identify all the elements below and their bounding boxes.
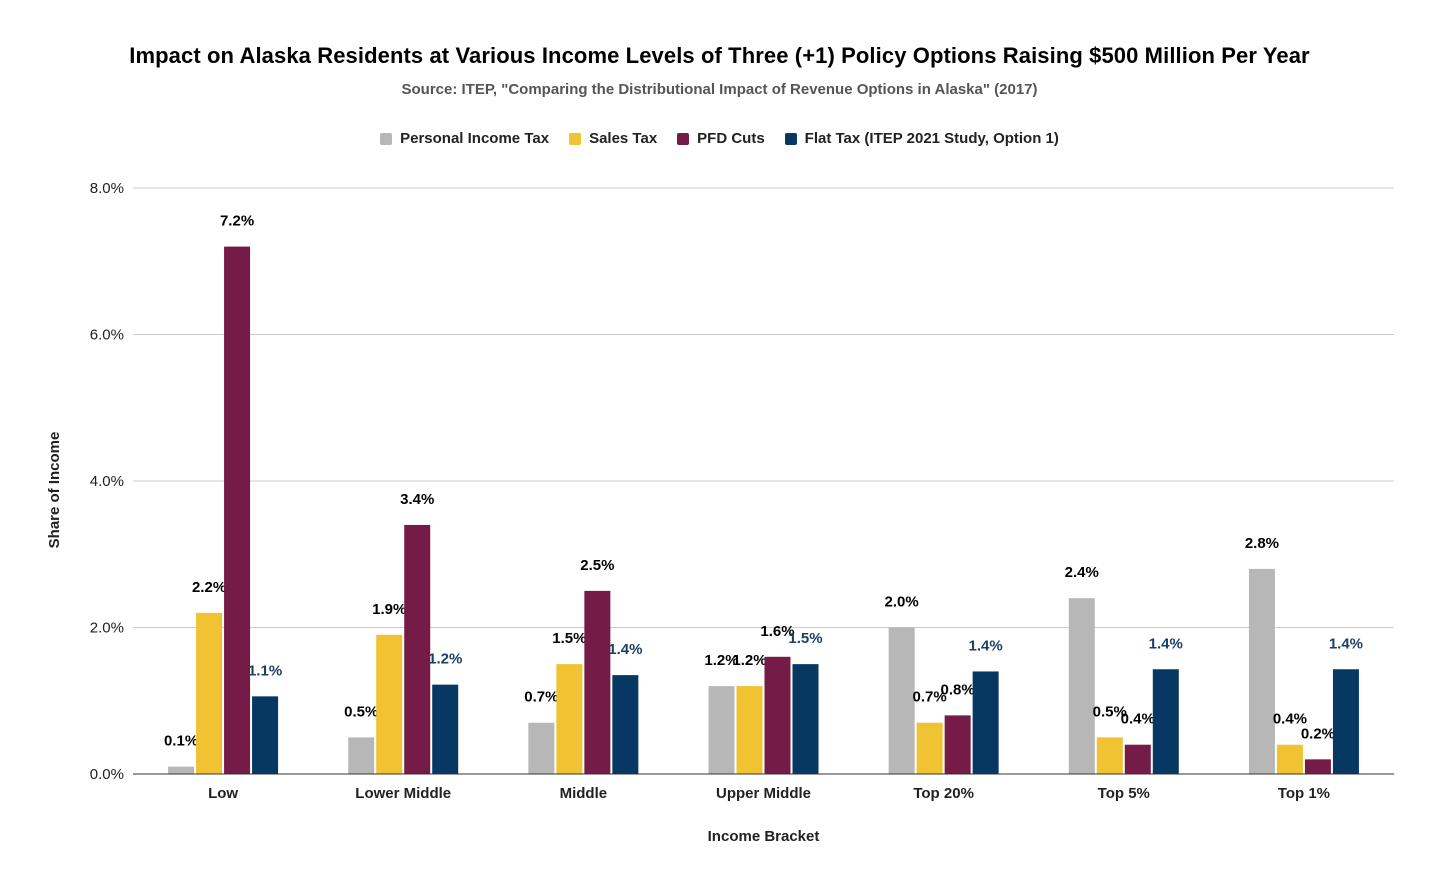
x-tick-label: Low [208, 785, 238, 802]
data-label: 1.9% [372, 601, 406, 618]
bar [1124, 744, 1151, 774]
data-label: 0.4% [1121, 711, 1155, 728]
y-tick-label: 6.0% [90, 327, 124, 344]
legend-label: Sales Tax [589, 130, 658, 147]
data-label: 1.1% [248, 662, 282, 679]
bar [736, 686, 763, 774]
bar [888, 627, 915, 774]
bar [708, 686, 735, 774]
x-tick-label: Lower Middle [355, 785, 451, 802]
bar [764, 656, 791, 774]
bar [196, 612, 223, 774]
bar [1068, 598, 1095, 774]
data-label: 0.8% [941, 681, 975, 698]
data-label: 1.5% [552, 630, 586, 647]
bar [1152, 669, 1179, 774]
bar [404, 524, 431, 774]
bar [584, 590, 611, 774]
x-tick-label: Middle [560, 785, 608, 802]
bar [432, 684, 459, 774]
data-label: 1.4% [608, 641, 642, 658]
data-label: 2.8% [1245, 535, 1279, 552]
data-label: 0.5% [1093, 703, 1127, 720]
bar [1304, 759, 1331, 774]
data-label: 1.2% [704, 652, 738, 669]
bar [612, 675, 639, 774]
y-tick-label: 2.0% [90, 620, 124, 637]
x-tick-label: Upper Middle [716, 785, 811, 802]
bar [224, 246, 251, 775]
x-tick-label: Top 1% [1278, 785, 1330, 802]
legend-swatch [380, 132, 393, 145]
data-label: 0.4% [1273, 711, 1307, 728]
legend-item-sales-tax: Sales Tax [569, 130, 657, 147]
data-label: 1.6% [760, 623, 794, 640]
data-label: 0.5% [344, 703, 378, 720]
legend-label: Flat Tax (ITEP 2021 Study, Option 1) [804, 130, 1059, 147]
bar [1248, 568, 1275, 774]
data-label: 3.4% [400, 491, 434, 508]
bar [556, 664, 583, 774]
data-label: 1.2% [732, 652, 766, 669]
bar [252, 696, 279, 774]
legend-swatch [784, 132, 797, 145]
x-tick-label: Top 20% [913, 785, 974, 802]
data-label: 1.5% [788, 630, 822, 647]
legend-label: Personal Income Tax [400, 130, 550, 147]
bar [1096, 737, 1123, 774]
data-label: 1.4% [1149, 635, 1183, 652]
legend-item-pfd-cuts: PFD Cuts [677, 130, 765, 147]
legend-swatch [677, 132, 690, 145]
bar [168, 766, 195, 774]
legend-label: PFD Cuts [697, 130, 765, 147]
x-axis-title: Income Bracket [708, 828, 820, 845]
legend-item-flat-tax: Flat Tax (ITEP 2021 Study, Option 1) [784, 130, 1059, 147]
x-tick-label: Top 5% [1098, 785, 1150, 802]
y-tick-label: 0.0% [90, 766, 124, 783]
y-tick-label: 4.0% [90, 473, 124, 490]
data-label: 1.4% [969, 637, 1003, 654]
y-tick-label: 8.0% [90, 180, 124, 197]
data-label: 0.7% [524, 689, 558, 706]
bar [528, 722, 555, 774]
bar [1332, 669, 1359, 774]
legend-item-personal-income-tax: Personal Income Tax [380, 130, 549, 147]
chart-title: Impact on Alaska Residents at Various In… [129, 43, 1310, 68]
legend: Personal Income Tax Sales Tax PFD Cuts F… [0, 130, 1439, 147]
data-label: 1.4% [1329, 635, 1363, 652]
bar [792, 664, 819, 774]
data-label: 0.7% [913, 689, 947, 706]
data-label: 7.2% [220, 213, 254, 230]
data-label: 0.2% [1301, 725, 1335, 742]
y-axis-title: Share of Income [46, 432, 63, 549]
bar [944, 715, 971, 774]
bar [1276, 744, 1303, 774]
data-label: 2.4% [1065, 564, 1099, 581]
bar [376, 634, 403, 774]
data-label: 1.2% [428, 651, 462, 668]
bar [348, 737, 375, 774]
data-label: 0.1% [164, 733, 198, 750]
data-label: 2.0% [885, 594, 919, 611]
data-label: 2.2% [192, 579, 226, 596]
bar [916, 722, 943, 774]
chart-subtitle: Source: ITEP, "Comparing the Distributio… [401, 81, 1038, 98]
data-label: 2.5% [580, 557, 614, 574]
bar [972, 671, 999, 774]
legend-swatch [569, 132, 582, 145]
